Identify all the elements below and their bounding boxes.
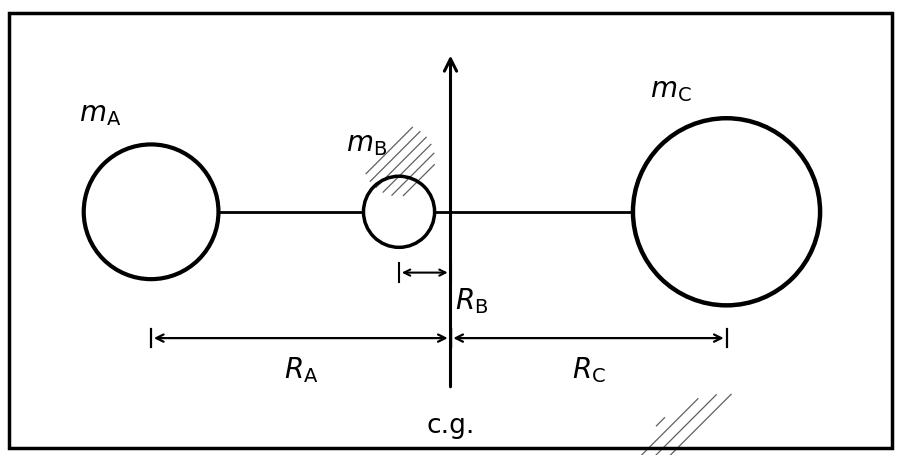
Circle shape (84, 144, 218, 279)
Circle shape (633, 118, 820, 305)
Text: $R_\mathrm{A}$: $R_\mathrm{A}$ (284, 355, 318, 385)
Circle shape (363, 176, 434, 248)
Text: $R_\mathrm{B}$: $R_\mathrm{B}$ (455, 286, 488, 315)
Text: $m_\mathrm{A}$: $m_\mathrm{A}$ (78, 100, 121, 128)
Text: $m_\mathrm{B}$: $m_\mathrm{B}$ (346, 130, 387, 158)
Text: $R_\mathrm{C}$: $R_\mathrm{C}$ (571, 355, 605, 385)
Text: $m_\mathrm{C}$: $m_\mathrm{C}$ (650, 76, 691, 104)
Text: c.g.: c.g. (426, 413, 475, 439)
